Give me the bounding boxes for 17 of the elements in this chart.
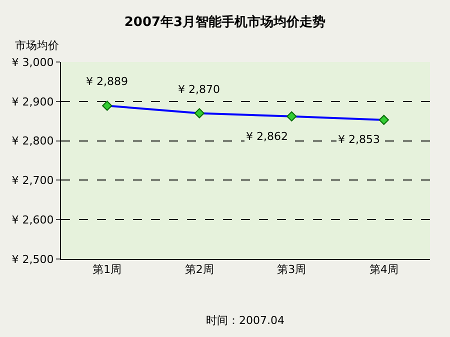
chart-title: 2007年3月智能手机市场均价走势: [124, 14, 326, 30]
data-label: ¥ 2,862: [246, 130, 288, 143]
data-label: ¥ 2,853: [338, 133, 380, 146]
y-tick-label: ¥ 2,500: [12, 252, 54, 266]
x-tick-label: 第1周: [92, 263, 122, 276]
y-tick-label: ¥ 2,800: [12, 134, 54, 148]
x-tick-label: 第4周: [369, 263, 398, 276]
y-tick-label: ¥ 2,900: [12, 95, 54, 108]
x-tick-label: 第3周: [277, 263, 306, 276]
x-tick-label: 第2周: [184, 263, 214, 276]
y-tick-label: ¥ 2,700: [12, 174, 54, 188]
data-label: ¥ 2,870: [178, 83, 220, 96]
y-tick-label: ¥ 2,600: [12, 213, 54, 226]
data-label: ¥ 2,889: [86, 75, 128, 88]
y-tick-label: ¥ 3,000: [12, 56, 54, 69]
y-axis-title: 市场均价: [15, 39, 59, 52]
text: 时间：2007.04: [206, 314, 284, 327]
